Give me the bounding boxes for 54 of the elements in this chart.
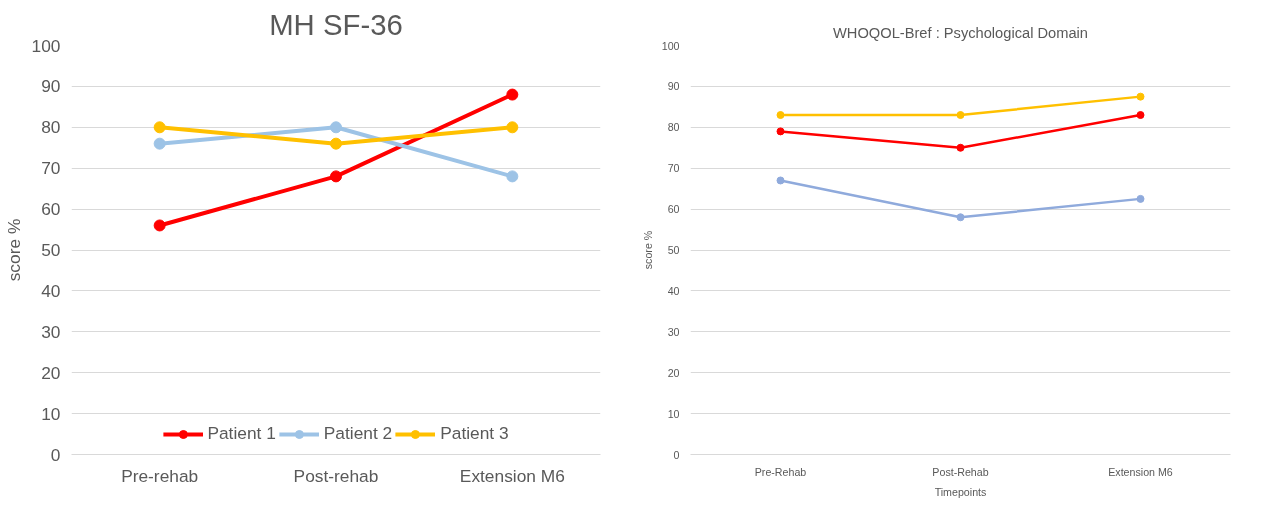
point: [1136, 194, 1145, 203]
y-tick-label: 20: [41, 362, 61, 383]
point: [330, 137, 342, 150]
y-tick-label: 0: [673, 448, 680, 461]
point: [506, 121, 519, 134]
x-tick-label: Pre-rehab: [121, 465, 199, 486]
x-tick-label: Pre-Rehab: [754, 465, 807, 478]
y-tick-label: 40: [667, 284, 680, 297]
y-axis-title: score %: [3, 218, 24, 282]
chart-title: MH SF-36: [269, 7, 403, 41]
legend-label: Patient 2: [323, 423, 393, 444]
x-axis-title: Timepoints: [934, 485, 987, 498]
y-tick-label: 50: [41, 240, 61, 260]
chart-title: WHOQOL-Bref : Psychological Domain: [833, 24, 1088, 41]
y-tick-label: 60: [667, 203, 680, 216]
point: [776, 111, 785, 120]
x-tick-label: Post-rehab: [293, 465, 379, 486]
y-tick-label: 60: [41, 199, 61, 220]
point: [776, 176, 785, 185]
y-tick-label: 30: [41, 321, 61, 342]
point: [956, 143, 965, 152]
y-tick-label: 70: [667, 162, 680, 175]
y-tick-label: 10: [667, 407, 680, 420]
y-tick-label: 40: [41, 280, 61, 301]
y-tick-label: 80: [667, 121, 680, 134]
point: [330, 170, 342, 183]
y-tick-label: 70: [41, 158, 61, 179]
legend-label: Patient 1: [207, 423, 276, 444]
point: [330, 121, 342, 134]
x-tick-label: Post-Rehab: [932, 465, 989, 478]
x-tick-label: Extension M6: [1108, 465, 1173, 478]
point: [956, 213, 965, 222]
y-tick-label: 100: [661, 39, 680, 52]
y-axis-title: score %: [641, 230, 654, 270]
point: [1136, 92, 1145, 101]
point: [153, 137, 166, 150]
y-tick-label: 100: [31, 35, 61, 56]
y-tick-label: 80: [41, 117, 61, 138]
point: [506, 88, 519, 101]
y-tick-label: 50: [667, 244, 680, 256]
point: [153, 121, 166, 134]
y-tick-label: 20: [667, 366, 680, 379]
point: [776, 127, 785, 136]
x-tick-label: Extension M6: [459, 465, 565, 486]
y-tick-label: 90: [41, 76, 61, 97]
point: [956, 111, 965, 120]
point: [506, 170, 519, 183]
y-tick-label: 10: [41, 403, 61, 424]
y-tick-label: 0: [50, 444, 61, 465]
point: [1136, 111, 1145, 120]
y-tick-label: 90: [667, 80, 680, 93]
legend-label: Patient 3: [440, 423, 509, 444]
y-tick-label: 30: [667, 325, 680, 338]
point: [153, 219, 166, 232]
